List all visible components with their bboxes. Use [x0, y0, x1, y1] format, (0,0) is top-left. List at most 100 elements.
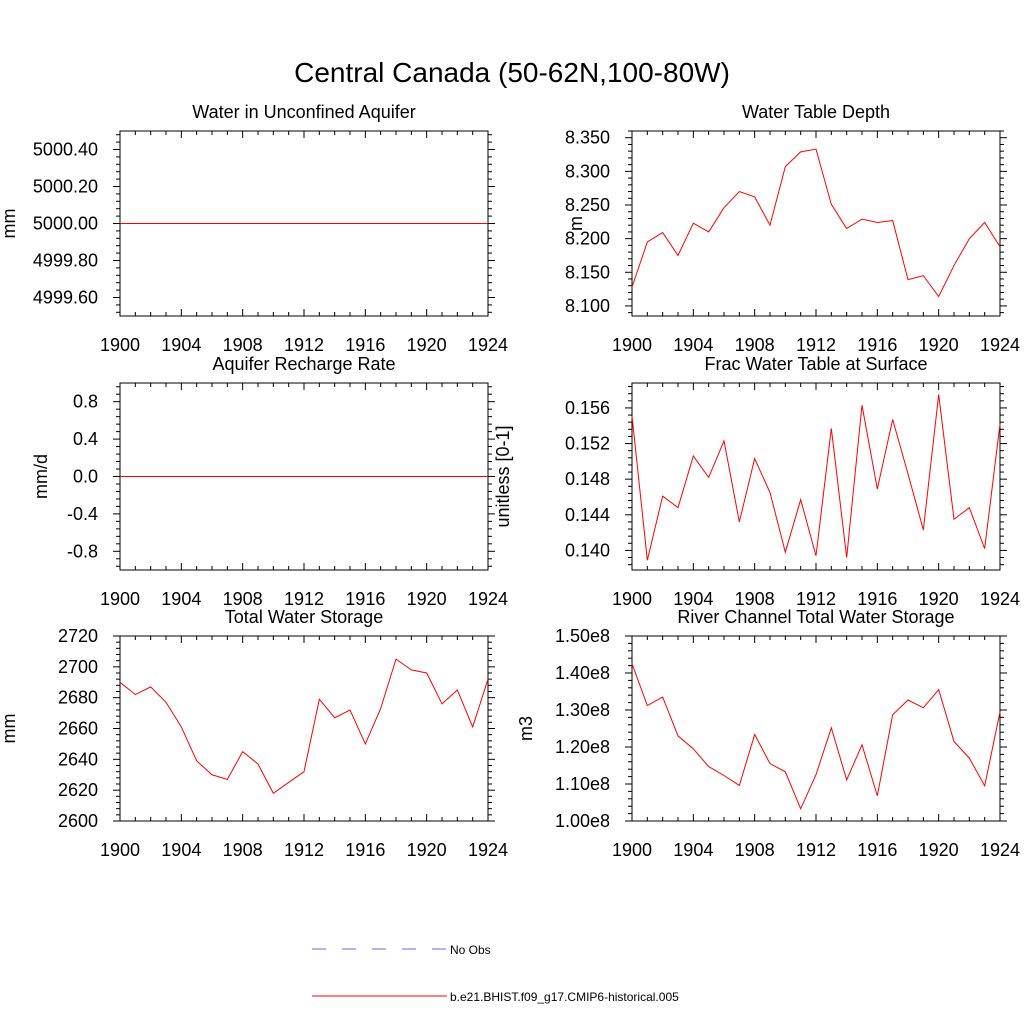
x-tick-label: 1912	[796, 335, 836, 355]
y-tick-label: 2720	[58, 626, 98, 646]
y-tick-label: 8.100	[565, 296, 610, 316]
y-axis-label: m3	[516, 716, 536, 741]
y-tick-label: 1.30e8	[555, 700, 610, 720]
x-tick-label: 1904	[161, 589, 201, 609]
x-tick-label: 1908	[223, 589, 263, 609]
legend-item-model-run: b.e21.BHIST.f09_g17.CMIP6-historical.005	[312, 990, 679, 1004]
legend: No Obs b.e21.BHIST.f09_g17.CMIP6-histori…	[312, 943, 679, 1004]
x-tick-label: 1904	[673, 840, 713, 860]
x-tick-label: 1924	[468, 335, 508, 355]
y-tick-label: -0.4	[67, 504, 98, 524]
y-tick-label: 0.156	[565, 398, 610, 418]
y-tick-label: 1.20e8	[555, 737, 610, 757]
x-tick-label: 1900	[612, 589, 652, 609]
y-tick-label: 8.200	[565, 229, 610, 249]
x-tick-label: 1916	[857, 840, 897, 860]
y-tick-label: 2700	[58, 657, 98, 677]
panel-title: River Channel Total Water Storage	[677, 607, 954, 627]
x-tick-label: 1916	[345, 589, 385, 609]
panel-river-channel-total-water-storage: River Channel Total Water Storage 1900 190…	[516, 607, 1020, 860]
y-tick-label: 0.0	[73, 467, 98, 487]
x-tick-label: 1920	[919, 589, 959, 609]
x-tick-label: 1900	[100, 335, 140, 355]
x-tick-label: 1912	[796, 840, 836, 860]
x-tick-label: 1916	[345, 335, 385, 355]
y-axis-label: mm	[0, 209, 19, 239]
y-tick-label: 1.50e8	[555, 626, 610, 646]
legend-label-model-run: b.e21.BHIST.f09_g17.CMIP6-historical.005	[450, 990, 679, 1004]
x-tick-label: 1924	[980, 589, 1020, 609]
y-axis-label: mm/d	[31, 454, 51, 499]
panel-title: Aquifer Recharge Rate	[212, 354, 395, 374]
x-tick-label: 1912	[284, 840, 324, 860]
legend-label-no-obs: No Obs	[450, 943, 491, 957]
panel-title: Frac Water Table at Surface	[704, 354, 927, 374]
figure-title: Central Canada (50-62N,100-80W)	[294, 57, 730, 88]
series-line	[631, 148, 1001, 298]
x-tick-label: 1920	[407, 335, 447, 355]
x-tick-label: 1908	[735, 335, 775, 355]
panel-title: Water in Unconfined Aquifer	[192, 102, 415, 122]
y-tick-label: 0.4	[73, 429, 98, 449]
y-axis-label: m	[566, 216, 586, 231]
y-tick-label: 5000.40	[33, 140, 98, 160]
y-tick-label: 4999.60	[33, 288, 98, 308]
y-tick-label: 0.144	[565, 505, 610, 525]
y-tick-label: 1.40e8	[555, 663, 610, 683]
x-tick-label: 1916	[345, 840, 385, 860]
y-tick-label: 8.300	[565, 161, 610, 181]
x-tick-label: 1900	[100, 840, 140, 860]
y-tick-label: 8.350	[565, 128, 610, 148]
panels: Water in Unconfined Aquifer 1900 1904 1908 1…	[0, 102, 1020, 860]
y-tick-label: 0.152	[565, 434, 610, 454]
x-tick-label: 1908	[735, 840, 775, 860]
x-tick-label: 1900	[612, 335, 652, 355]
series-line	[119, 658, 489, 794]
y-tick-label: -0.8	[67, 541, 98, 561]
x-tick-label: 1920	[919, 840, 959, 860]
y-tick-label: 8.150	[565, 262, 610, 282]
y-tick-label: 2680	[58, 688, 98, 708]
y-axis-label: unitless [0-1]	[493, 425, 513, 527]
x-tick-label: 1916	[857, 335, 897, 355]
y-tick-label: 0.8	[73, 392, 98, 412]
panel-water-in-unconfined-aquifer: Water in Unconfined Aquifer 1900 1904 1908 1…	[0, 102, 508, 355]
x-tick-label: 1924	[468, 840, 508, 860]
panel-aquifer-recharge-rate: Aquifer Recharge Rate 1900 1904 1908 1912 191…	[31, 354, 508, 609]
panel-title: Water Table Depth	[742, 102, 890, 122]
x-tick-label: 1920	[407, 840, 447, 860]
x-tick-label: 1924	[980, 840, 1020, 860]
x-tick-label: 1908	[223, 335, 263, 355]
x-tick-label: 1904	[673, 335, 713, 355]
x-tick-label: 1912	[284, 335, 324, 355]
series-line	[631, 663, 1001, 811]
y-tick-label: 1.10e8	[555, 774, 610, 794]
y-tick-label: 2660	[58, 719, 98, 739]
panel-water-table-depth: Water Table Depth 1900 1904 1908 1912 1916 192…	[565, 102, 1020, 355]
x-tick-label: 1904	[161, 335, 201, 355]
y-axis-label: mm	[0, 714, 19, 744]
x-tick-label: 1904	[673, 589, 713, 609]
x-tick-label: 1920	[407, 589, 447, 609]
y-tick-label: 1.00e8	[555, 811, 610, 831]
y-tick-label: 2600	[58, 811, 98, 831]
y-tick-label: 8.250	[565, 195, 610, 215]
x-tick-label: 1908	[735, 589, 775, 609]
y-tick-label: 0.140	[565, 540, 610, 560]
x-tick-label: 1916	[857, 589, 897, 609]
y-tick-label: 2640	[58, 749, 98, 769]
y-tick-label: 0.148	[565, 469, 610, 489]
x-tick-label: 1900	[100, 589, 140, 609]
x-tick-label: 1920	[919, 335, 959, 355]
legend-item-no-obs: No Obs	[312, 943, 491, 957]
x-tick-label: 1912	[284, 589, 324, 609]
x-tick-label: 1900	[612, 840, 652, 860]
x-tick-label: 1908	[223, 840, 263, 860]
x-tick-label: 1924	[468, 589, 508, 609]
series-line	[631, 394, 1001, 561]
panel-title: Total Water Storage	[225, 607, 383, 627]
panel-total-water-storage: Total Water Storage 1900 1904 1908 1912 1916 1…	[0, 607, 508, 860]
x-tick-label: 1924	[980, 335, 1020, 355]
y-tick-label: 5000.00	[33, 214, 98, 234]
